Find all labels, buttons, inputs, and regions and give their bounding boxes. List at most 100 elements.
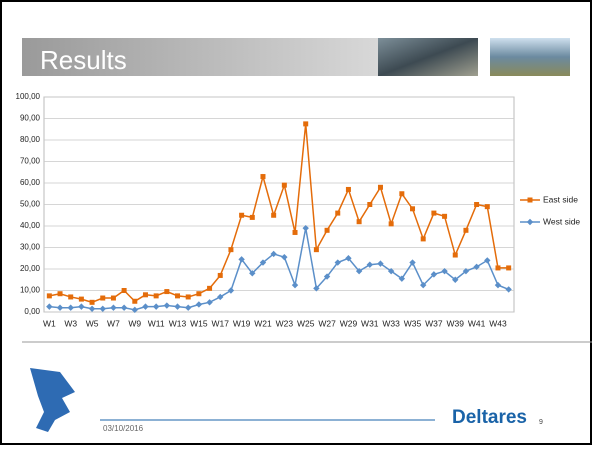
marker [323,273,331,280]
y-tick-label: 50,00 [20,200,41,209]
slide-title: Results [40,45,127,75]
marker [463,227,469,233]
marker [163,302,171,309]
marker [164,289,170,295]
y-tick-label: 30,00 [20,243,41,252]
marker [121,288,127,293]
x-tick-label: W29 [340,318,358,328]
marker [271,212,277,218]
marker [495,265,501,271]
marker [335,210,341,216]
marker [99,305,106,312]
x-tick-label: W11 [148,318,165,328]
photo-river [490,38,570,76]
marker [366,261,373,268]
marker [78,303,85,310]
x-tick-label: W19 [233,318,251,328]
x-tick-label: W37 [425,318,443,328]
y-tick-label: 40,00 [20,221,41,230]
marker [217,293,224,301]
y-tick-label: 60,00 [20,178,41,187]
marker [430,271,438,278]
marker [431,210,437,216]
marker [291,281,299,289]
marker [420,281,427,289]
x-tick-label: W43 [489,318,507,328]
marker [228,247,234,253]
x-tick-label: W1 [43,318,56,328]
legend-label: West side [543,216,580,226]
marker [420,236,426,242]
marker [78,296,84,302]
x-tick-label: W17 [212,318,230,328]
marker [410,206,416,212]
marker [56,304,64,311]
marker [452,276,459,283]
marker [206,299,213,306]
y-tick-label: 100,00 [16,92,41,101]
marker [398,275,406,282]
marker [174,303,181,310]
marker [409,259,416,266]
marker [131,306,138,314]
marker [345,255,352,262]
marker [313,285,320,292]
x-tick-label: W25 [297,318,315,328]
marker [142,292,148,298]
legend-label: East side [543,194,578,204]
y-tick-label: 0,00 [24,307,40,316]
marker [270,250,277,258]
marker [302,224,309,232]
x-tick-label: W35 [404,318,422,328]
marker [67,304,74,311]
marker [185,304,192,311]
logo [30,368,75,432]
x-tick-label: W7 [107,318,120,328]
marker [88,305,96,312]
marker [367,202,373,207]
marker [281,253,288,261]
marker [195,301,203,308]
marker [239,212,245,218]
marker [356,219,362,225]
marker [387,267,395,275]
x-tick-label: W15 [190,318,208,328]
photo-bridge [378,38,478,76]
x-tick-label: W21 [254,318,272,328]
y-tick-label: 20,00 [20,264,41,273]
marker [377,184,383,190]
y-tick-label: 70,00 [20,157,41,166]
marker [152,303,160,310]
marker [334,259,341,266]
marker [324,227,330,233]
marker [120,304,128,311]
chart: 0,00 10,00 20,00 30,00 40,00 50,00 60,00 70,00 8… [16,92,581,328]
marker [355,267,363,275]
marker [89,299,95,305]
x-tick-label: W41 [468,318,486,328]
marker [57,291,63,297]
marker [473,263,480,271]
marker [238,256,245,263]
marker [227,287,235,294]
marker [153,293,159,299]
marker [46,293,52,299]
logo-mark [30,368,75,432]
marker [142,303,149,310]
x-tick-label: W13 [169,318,187,328]
marker [505,286,512,293]
marker [46,303,53,310]
x-tick-label: W33 [382,318,400,328]
marker [259,259,267,266]
y-tick-label: 80,00 [20,135,41,144]
marker [110,295,116,301]
marker [442,213,448,219]
marker [196,291,202,297]
marker [377,260,384,267]
x-tick-label: W23 [276,318,294,328]
y-tick-label: 90,00 [20,114,41,123]
marker [345,186,351,192]
marker [462,267,470,275]
marker [217,272,223,278]
marker [452,252,458,258]
